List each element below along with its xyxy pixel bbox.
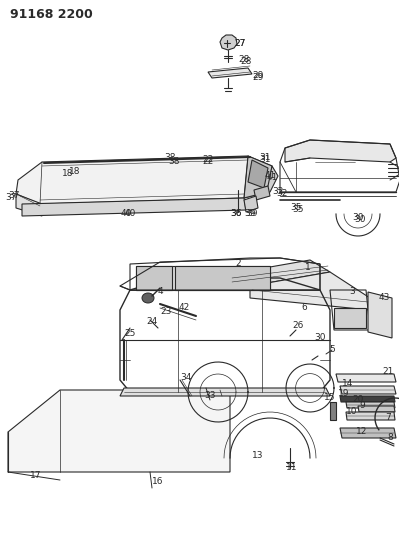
Text: 12: 12 <box>356 427 368 437</box>
Text: 21: 21 <box>382 367 394 376</box>
Polygon shape <box>244 156 272 198</box>
Text: 9: 9 <box>359 401 365 410</box>
Text: 16: 16 <box>152 478 164 487</box>
Polygon shape <box>336 374 396 382</box>
Polygon shape <box>346 412 395 420</box>
Text: 38: 38 <box>168 157 180 166</box>
Text: 2: 2 <box>235 260 241 269</box>
Text: 30: 30 <box>354 215 366 224</box>
Polygon shape <box>136 266 270 290</box>
Text: 40: 40 <box>124 209 136 219</box>
Polygon shape <box>346 402 395 408</box>
Text: 27: 27 <box>234 39 246 49</box>
Text: 35: 35 <box>292 206 304 214</box>
Text: 34: 34 <box>180 374 192 383</box>
Polygon shape <box>120 388 330 396</box>
Polygon shape <box>16 194 42 216</box>
Text: 20: 20 <box>352 395 363 405</box>
Text: 22: 22 <box>202 156 213 165</box>
Text: 36: 36 <box>230 209 242 219</box>
Text: 32: 32 <box>277 190 288 198</box>
Polygon shape <box>340 428 396 438</box>
Text: 15: 15 <box>324 393 336 402</box>
Ellipse shape <box>142 293 154 303</box>
Polygon shape <box>285 140 396 162</box>
Text: 1: 1 <box>305 263 311 272</box>
Text: 29: 29 <box>252 71 264 80</box>
Polygon shape <box>220 35 237 50</box>
Polygon shape <box>244 196 258 212</box>
Text: 13: 13 <box>252 451 264 461</box>
Text: 27: 27 <box>234 39 246 49</box>
Text: 28: 28 <box>240 58 252 67</box>
Polygon shape <box>368 292 392 338</box>
Text: 29: 29 <box>252 74 264 83</box>
Polygon shape <box>334 308 366 328</box>
Text: 30: 30 <box>352 214 364 222</box>
Text: 8: 8 <box>387 433 393 442</box>
Text: 30: 30 <box>314 334 326 343</box>
Text: 32: 32 <box>272 188 284 197</box>
Text: 18: 18 <box>69 167 81 176</box>
Polygon shape <box>250 272 370 310</box>
Text: 42: 42 <box>178 303 190 312</box>
Text: 4: 4 <box>157 287 163 296</box>
Text: 7: 7 <box>385 414 391 423</box>
Text: 91168 2200: 91168 2200 <box>10 8 93 21</box>
Text: 26: 26 <box>292 321 304 330</box>
Text: 35: 35 <box>290 204 302 213</box>
Text: 25: 25 <box>124 329 136 338</box>
Text: 41: 41 <box>264 172 276 181</box>
Text: 37: 37 <box>8 191 20 200</box>
Text: 14: 14 <box>342 379 354 389</box>
Text: 5: 5 <box>329 345 335 354</box>
Polygon shape <box>260 166 278 196</box>
Text: 40: 40 <box>120 209 132 219</box>
Polygon shape <box>340 386 396 394</box>
Text: 33: 33 <box>204 392 216 400</box>
Polygon shape <box>358 406 395 412</box>
Polygon shape <box>8 390 230 472</box>
Text: 3: 3 <box>349 287 355 296</box>
Text: 22: 22 <box>202 157 213 166</box>
Text: 28: 28 <box>238 55 250 64</box>
Polygon shape <box>22 198 246 216</box>
Text: 39: 39 <box>244 209 256 219</box>
Polygon shape <box>175 266 270 290</box>
Text: 6: 6 <box>301 303 307 312</box>
Text: 43: 43 <box>378 294 390 303</box>
Polygon shape <box>230 260 330 286</box>
Text: 38: 38 <box>164 154 176 163</box>
Polygon shape <box>208 68 252 78</box>
Polygon shape <box>248 160 268 188</box>
Text: 10: 10 <box>346 408 358 416</box>
Polygon shape <box>254 186 270 200</box>
Text: 24: 24 <box>146 318 158 327</box>
Text: 31: 31 <box>259 154 271 163</box>
Text: 41: 41 <box>266 174 278 182</box>
Polygon shape <box>340 396 395 402</box>
Polygon shape <box>16 156 272 204</box>
Text: 37: 37 <box>5 193 17 203</box>
Text: 31: 31 <box>259 156 271 165</box>
Text: 17: 17 <box>30 472 42 481</box>
Text: 36: 36 <box>230 209 242 219</box>
Text: 19: 19 <box>338 390 350 399</box>
Text: 39: 39 <box>246 209 258 219</box>
Polygon shape <box>136 266 172 290</box>
Text: 11: 11 <box>286 464 298 472</box>
Text: 18: 18 <box>62 169 74 179</box>
Polygon shape <box>330 402 336 420</box>
Text: 23: 23 <box>160 308 172 317</box>
